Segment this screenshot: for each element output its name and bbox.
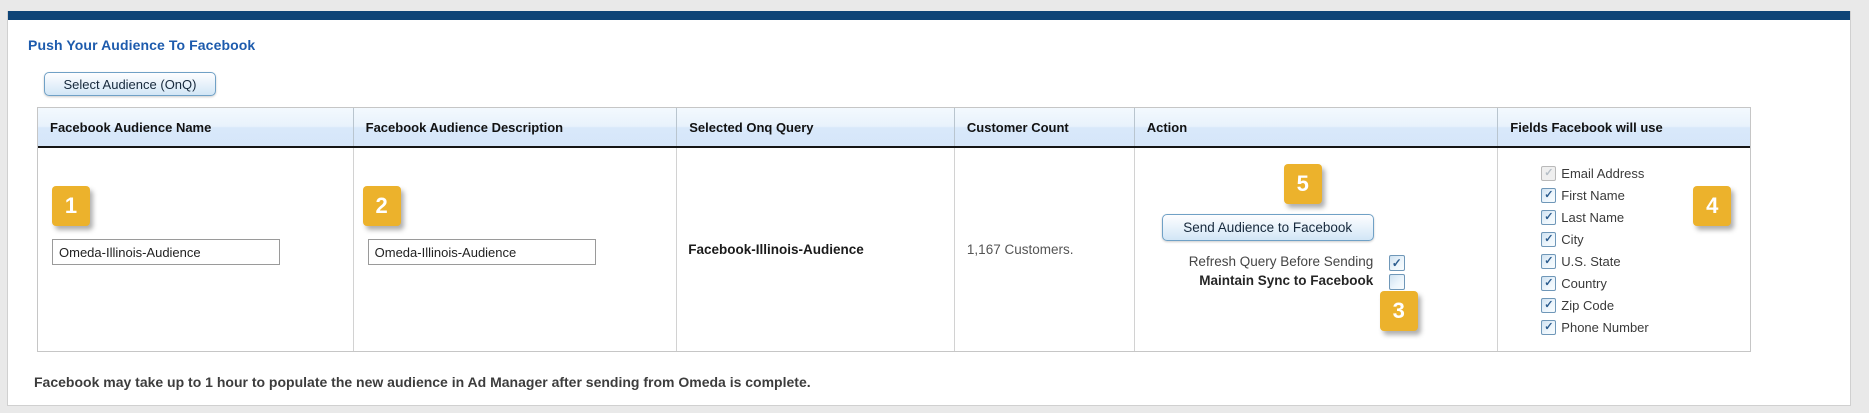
phone-number-checkbox[interactable] xyxy=(1541,319,1557,335)
header-selected-onq-query: Selected Onq Query xyxy=(676,108,954,146)
step-badge-5: 5 xyxy=(1283,164,1322,204)
field-label: First Name xyxy=(1561,187,1625,203)
field-row-us-state: U.S. State xyxy=(1541,250,1648,272)
cell-fields: 4 Email Address First Name Last Name xyxy=(1497,148,1750,351)
maintain-sync-label: Maintain Sync to Facebook xyxy=(1199,273,1374,288)
country-checkbox[interactable] xyxy=(1541,275,1557,291)
field-label: City xyxy=(1561,231,1584,247)
select-audience-button[interactable]: Select Audience (OnQ) xyxy=(44,72,216,96)
step-badge-4: 4 xyxy=(1693,186,1732,226)
first-name-checkbox[interactable] xyxy=(1541,187,1557,203)
cell-audience-name: 1 xyxy=(38,148,353,351)
cell-customer-count: 1,167 Customers. xyxy=(953,148,1134,351)
field-row-first-name: First Name xyxy=(1541,184,1648,206)
email-address-checkbox xyxy=(1541,165,1557,181)
header-customer-count: Customer Count xyxy=(953,108,1134,146)
selected-query-value: Facebook-Illinois-Audience xyxy=(688,242,864,257)
cell-audience-description: 2 xyxy=(352,148,677,351)
field-label: Email Address xyxy=(1561,165,1645,181)
zip-code-checkbox[interactable] xyxy=(1541,297,1557,313)
field-row-zip-code: Zip Code xyxy=(1541,294,1648,316)
page-title: Push Your Audience To Facebook xyxy=(28,37,256,53)
header-fields-facebook-will-use: Fields Facebook will use xyxy=(1497,108,1750,146)
table-header-row: Facebook Audience Name Facebook Audience… xyxy=(38,108,1750,148)
last-name-checkbox[interactable] xyxy=(1541,209,1557,225)
field-row-email: Email Address xyxy=(1541,162,1648,184)
facebook-audience-panel: Push Your Audience To Facebook Select Au… xyxy=(7,11,1851,406)
field-row-phone-number: Phone Number xyxy=(1541,316,1649,338)
audience-table: Facebook Audience Name Facebook Audience… xyxy=(37,107,1751,352)
footer-note: Facebook may take up to 1 hour to popula… xyxy=(34,374,811,390)
field-row-country: Country xyxy=(1541,272,1648,294)
send-audience-to-facebook-button[interactable]: Send Audience to Facebook xyxy=(1161,214,1374,241)
field-label: Country xyxy=(1561,275,1607,291)
field-label: Phone Number xyxy=(1561,319,1649,335)
header-facebook-audience-description: Facebook Audience Description xyxy=(352,108,677,146)
field-label: Zip Code xyxy=(1561,297,1615,313)
customer-count-value: 1,167 Customers. xyxy=(966,242,1074,257)
step-badge-2: 2 xyxy=(362,186,401,226)
cell-action: 5 Send Audience to Facebook Refresh Quer… xyxy=(1133,148,1498,351)
step-badge-1: 1 xyxy=(52,186,90,226)
maintain-sync-checkbox[interactable] xyxy=(1388,274,1405,290)
header-action: Action xyxy=(1133,108,1498,146)
us-state-checkbox[interactable] xyxy=(1541,253,1557,269)
audience-name-input[interactable] xyxy=(52,239,280,265)
refresh-query-checkbox[interactable] xyxy=(1388,255,1405,271)
header-facebook-audience-name: Facebook Audience Name xyxy=(50,120,212,135)
step-badge-3: 3 xyxy=(1379,291,1418,331)
refresh-query-label: Refresh Query Before Sending xyxy=(1188,254,1374,269)
field-label: U.S. State xyxy=(1561,253,1621,269)
fields-list: Email Address First Name Last Name City xyxy=(1541,162,1649,338)
field-row-city: City xyxy=(1541,228,1648,250)
audience-description-input[interactable] xyxy=(367,239,596,265)
field-label: Last Name xyxy=(1561,209,1625,225)
top-accent-bar xyxy=(8,11,1850,20)
city-checkbox[interactable] xyxy=(1541,231,1557,247)
cell-selected-query: Facebook-Illinois-Audience xyxy=(676,148,954,351)
table-row: 1 2 Facebook-Illinois-Audience 1,167 Cus… xyxy=(38,148,1750,351)
field-row-last-name: Last Name xyxy=(1541,206,1648,228)
